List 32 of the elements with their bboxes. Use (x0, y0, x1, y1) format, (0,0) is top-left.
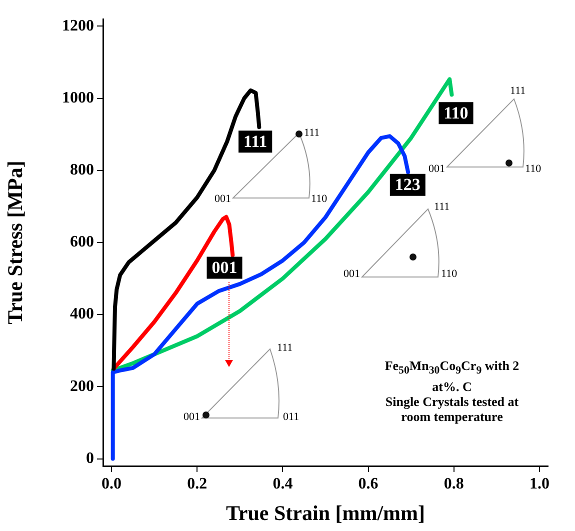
y-tick-label: 600 (70, 234, 94, 251)
annotation: 001 (184, 411, 200, 423)
annotation: 001 (214, 193, 231, 205)
x-tick-label: 0.8 (444, 476, 464, 493)
y-tick-label: 1200 (62, 17, 94, 34)
x-tick-label: 0.2 (187, 476, 208, 493)
y-tick-label: 200 (70, 378, 94, 395)
annotation: 111 (304, 127, 320, 139)
annotation: 123 (394, 175, 420, 194)
annotation: 110 (444, 103, 468, 122)
text: Fe$_{50}$Mn$_{30}$Co$_{9}$Cr$_{9}$ with 2 at%. C Single Crystals tested at room temperature (384, 358, 520, 424)
annotation: 111 (277, 342, 293, 354)
x-tick-label: 0.6 (358, 476, 378, 493)
x-tick-label: 1.0 (529, 476, 550, 493)
y-tick-label: 400 (70, 306, 94, 323)
y-tick-label: 1000 (62, 89, 94, 106)
x-axis-title: True Strain [mm/mm] (226, 500, 426, 525)
annotation: 110 (311, 193, 328, 205)
annotation: 111 (244, 132, 268, 151)
annotation: 111 (434, 201, 450, 213)
annotation: 110 (525, 163, 542, 175)
y-axis-title: True Stress [MPa] (3, 160, 28, 324)
annotation: 011 (283, 411, 300, 423)
annotation: 001 (212, 258, 238, 278)
y-tick-label: 0 (86, 450, 94, 467)
annotation: 001 (344, 268, 360, 280)
annotation: 001 (428, 163, 445, 175)
x-tick-label: 0.0 (102, 476, 122, 493)
x-tick-label: 0.4 (272, 476, 293, 493)
annotation: 111 (510, 85, 526, 97)
y-tick-label: 800 (70, 162, 94, 179)
annotation: 110 (441, 268, 458, 280)
